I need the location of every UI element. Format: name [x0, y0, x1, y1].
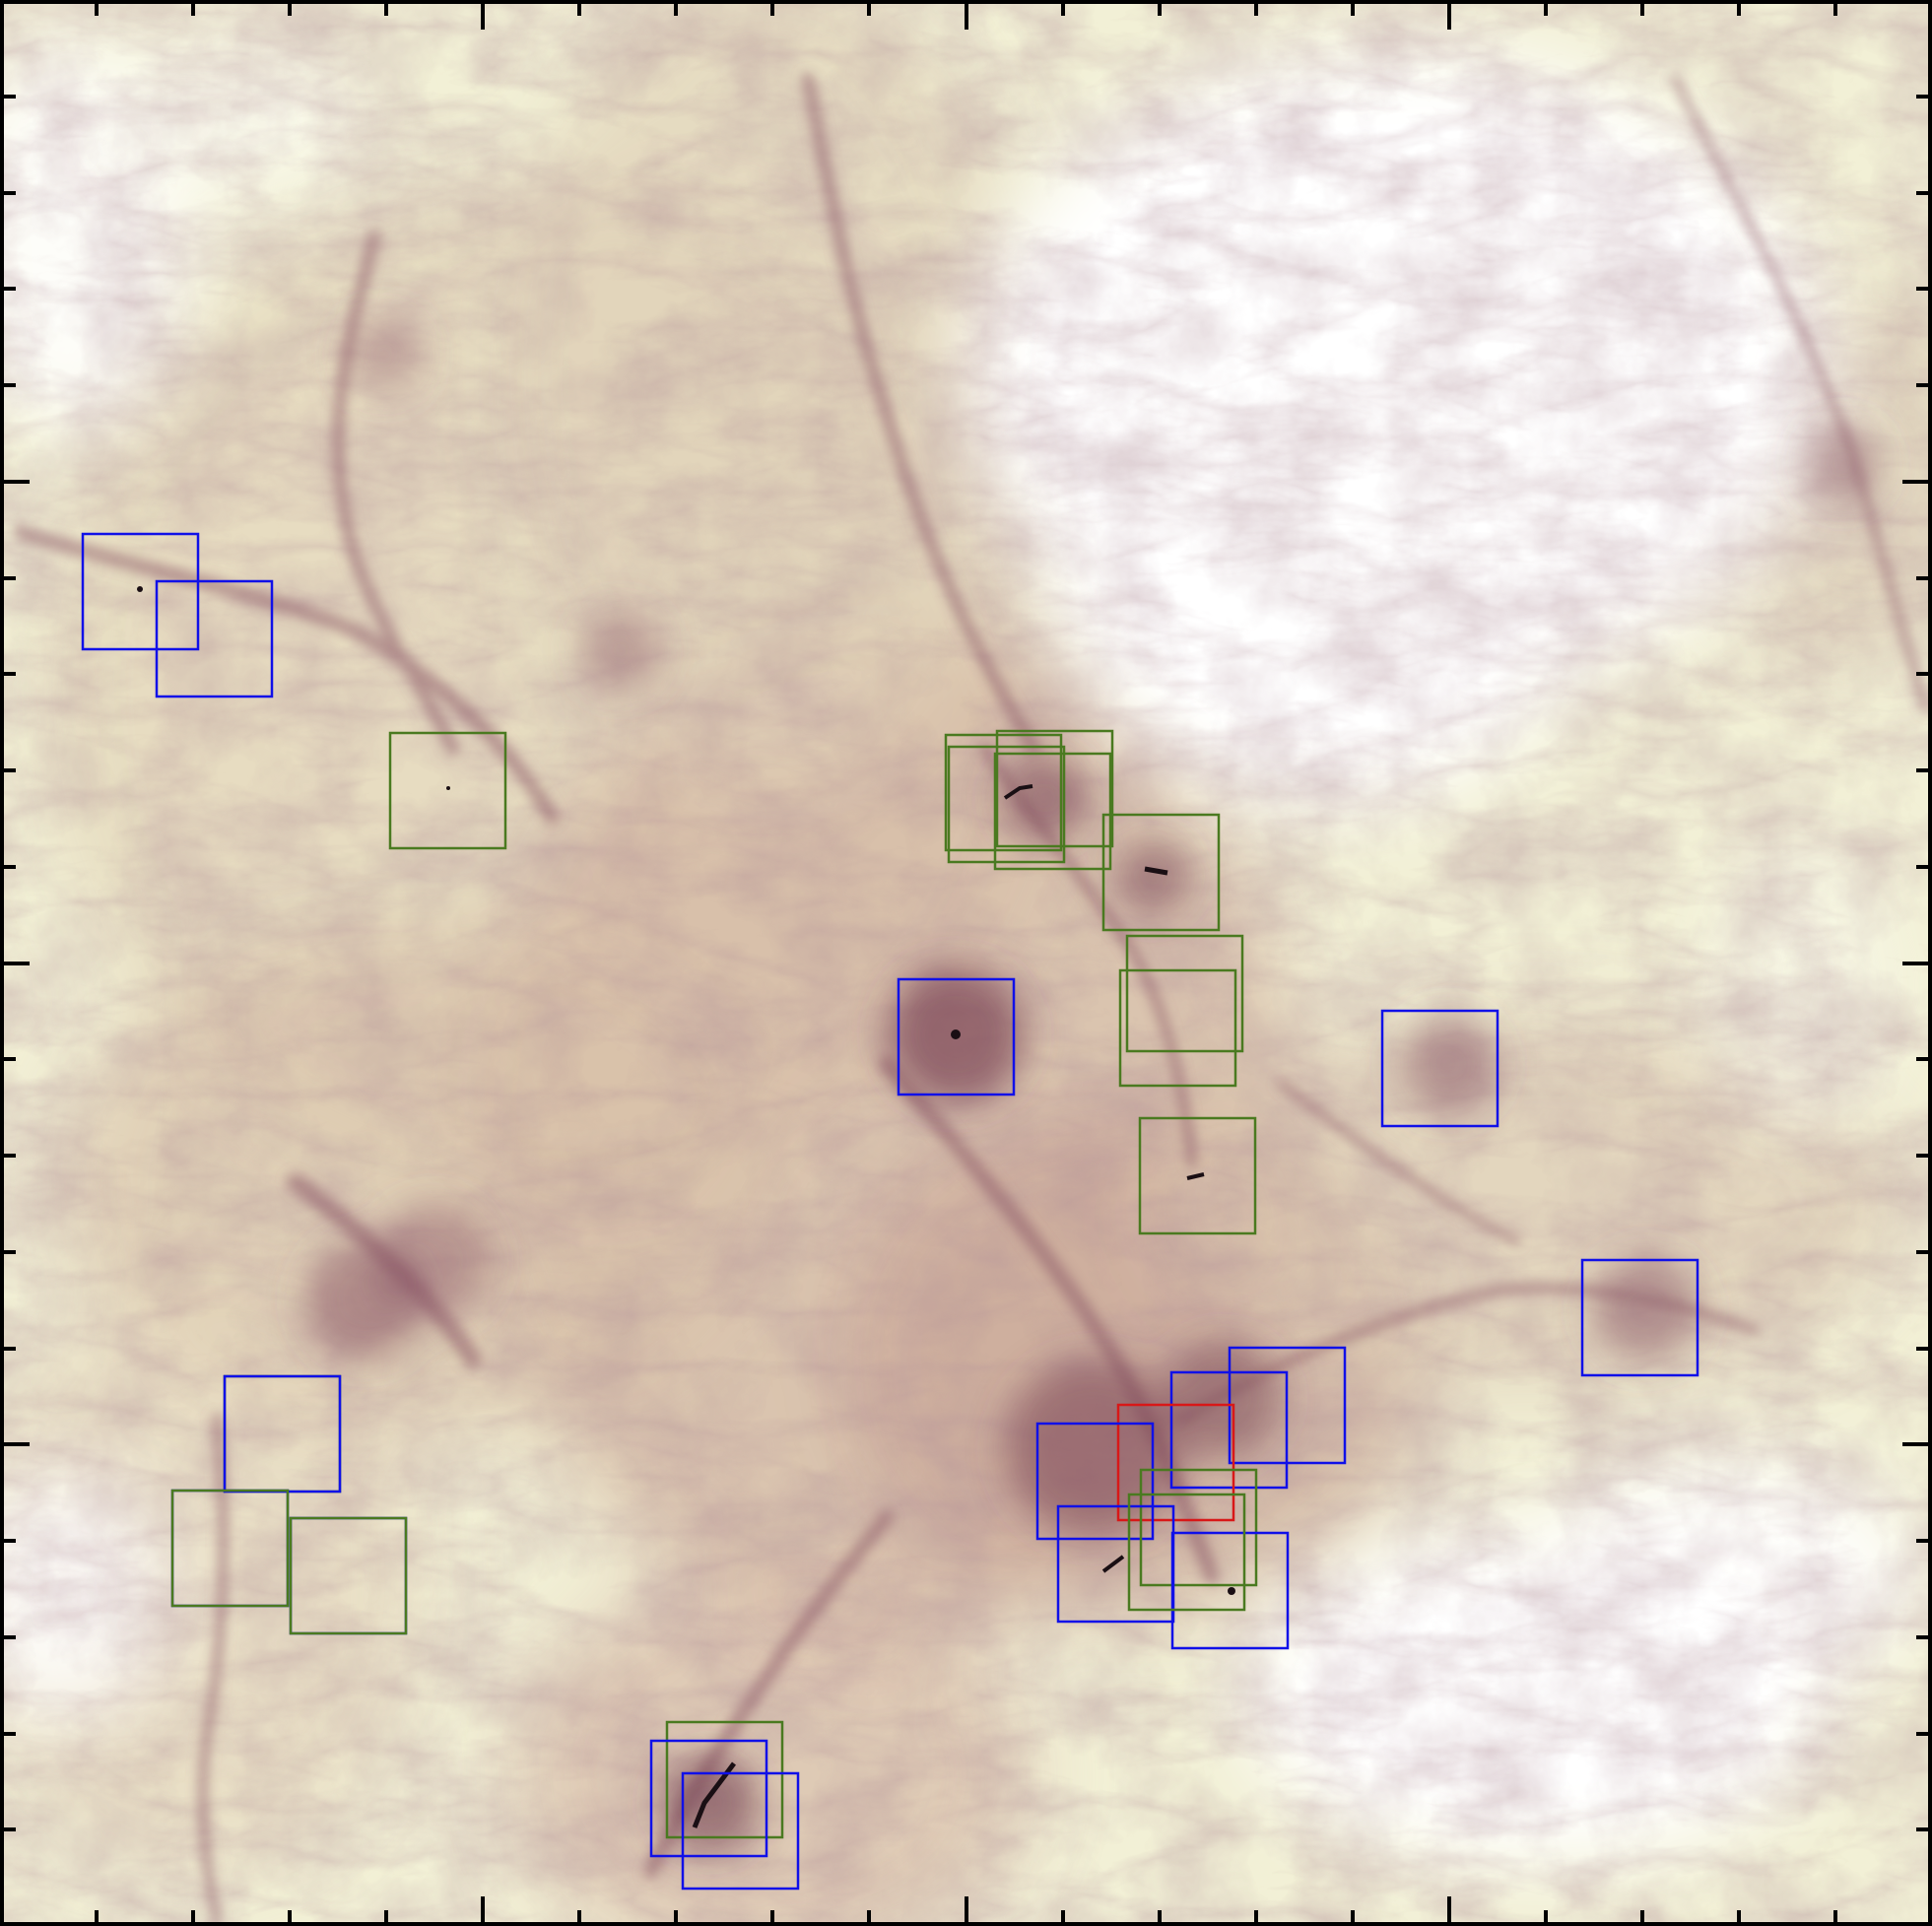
blue-region-box [897, 977, 1016, 1096]
blue-region-box [1170, 1531, 1290, 1650]
blue-region-box [649, 1739, 768, 1858]
blue-region-box [681, 1771, 800, 1891]
red-region-box [1116, 1403, 1235, 1522]
region-boxes [81, 532, 1699, 1891]
blue-region-box [155, 579, 274, 698]
green-region-box [944, 733, 1063, 852]
green-region-box [993, 752, 1112, 871]
green-region-box [947, 745, 1066, 864]
green-region-box [1127, 1493, 1246, 1612]
green-region-box [170, 1489, 290, 1608]
blue-region-box [1380, 1009, 1499, 1128]
green-region-box [1118, 968, 1237, 1088]
green-region-box [665, 1720, 784, 1839]
blue-region-box [1580, 1258, 1699, 1377]
green-region-box [388, 731, 507, 850]
green-region-box [1139, 1468, 1258, 1587]
green-region-box [1138, 1116, 1257, 1235]
green-region-box [289, 1516, 408, 1635]
green-region-box [995, 729, 1114, 848]
blue-region-box [1169, 1370, 1289, 1490]
blue-region-box [1035, 1422, 1155, 1541]
green-region-box [1125, 934, 1244, 1053]
green-region-box [1101, 813, 1221, 932]
blue-region-box [81, 532, 200, 651]
